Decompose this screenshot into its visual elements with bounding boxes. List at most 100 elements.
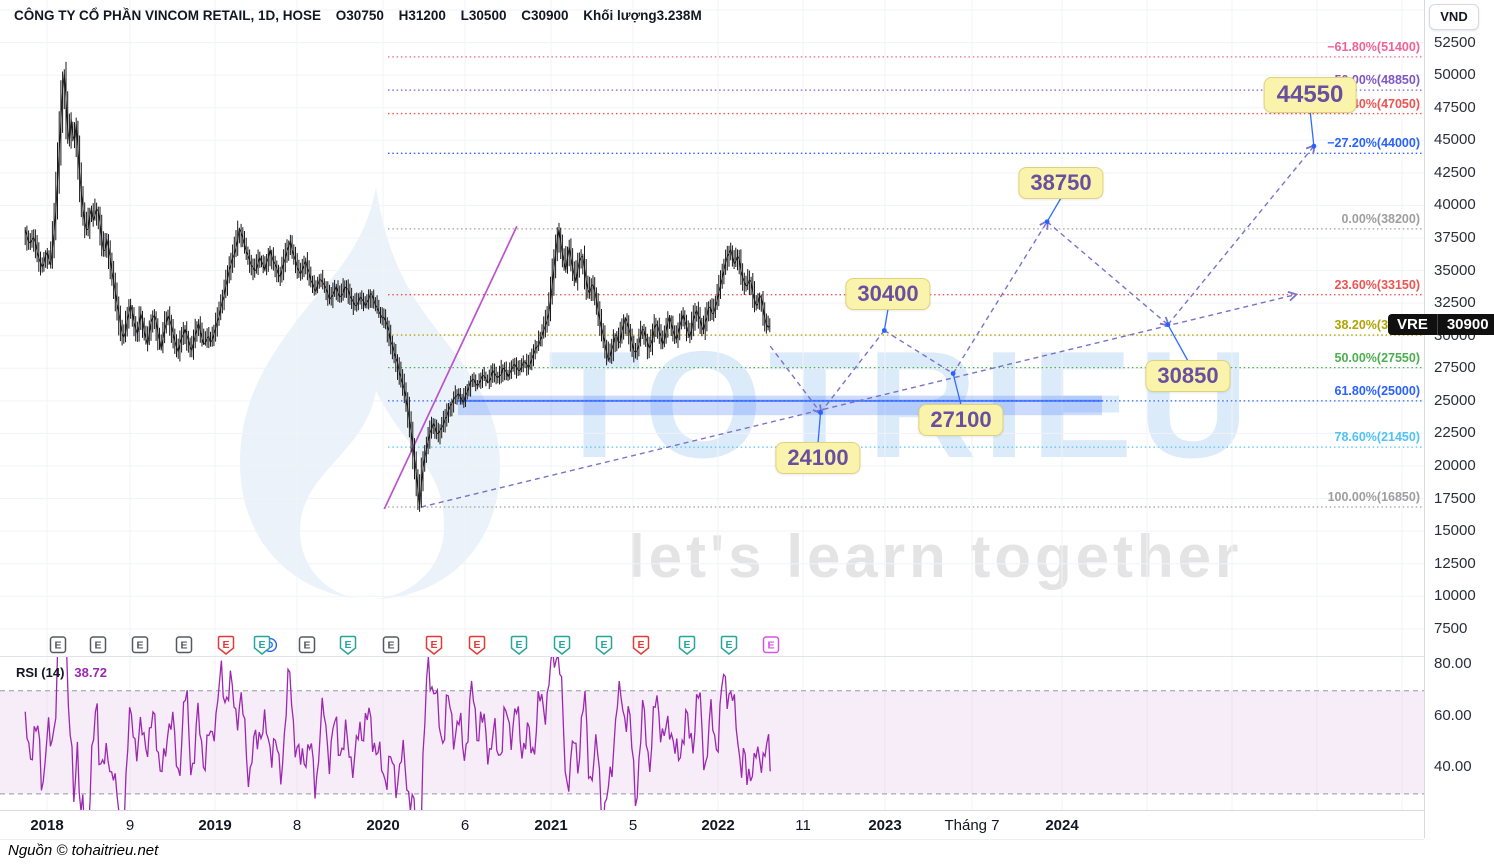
price-axis-label: 35000: [1434, 261, 1476, 279]
earnings-marker[interactable]: E: [175, 635, 193, 655]
svg-text:E: E: [558, 639, 565, 651]
earnings-marker[interactable]: E: [217, 635, 235, 655]
symbol-ohlc-bar: CÔNG TY CỔ PHẦN VINCOM RETAIL, 1D, HOSE …: [14, 8, 713, 23]
fib-level-label: −61.80%(51400): [1327, 39, 1420, 54]
time-axis-label: 11: [795, 817, 811, 834]
price-axis-label: 27500: [1434, 359, 1476, 377]
rsi-axis-label: 80.00: [1434, 655, 1472, 672]
time-axis-label: 2023: [868, 817, 902, 834]
svg-text:E: E: [54, 640, 61, 652]
price-axis-label: 42500: [1434, 163, 1476, 181]
earnings-marker[interactable]: E: [632, 635, 650, 655]
open-value: O30750: [335, 8, 384, 23]
time-axis-label: 6: [460, 817, 470, 834]
price-axis-label: 47500: [1434, 98, 1476, 116]
earnings-marker[interactable]: E: [595, 635, 613, 655]
earnings-marker[interactable]: E: [553, 635, 571, 655]
high-value: H31200: [398, 8, 446, 23]
earnings-marker[interactable]: E: [720, 635, 738, 655]
time-axis[interactable]: 2018 9 2019 8 2020 6 2021 5 2022 11 2023 Tháng 7 202…: [0, 810, 1424, 840]
fib-level-label: 61.80%(25000): [1334, 383, 1420, 398]
badge-divider: [1436, 314, 1438, 335]
fib-level-label: 100.00%(16850): [1327, 490, 1420, 505]
earnings-marker[interactable]: E: [425, 635, 443, 655]
svg-text:E: E: [473, 639, 480, 651]
time-axis-label: 9: [125, 817, 135, 834]
svg-text:E: E: [258, 639, 265, 651]
svg-text:E: E: [344, 639, 351, 651]
rsi-pane[interactable]: [0, 656, 1424, 810]
time-axis-label: 2019: [198, 817, 232, 834]
rsi-axis-label: 40.00: [1434, 758, 1472, 776]
rsi-indicator-label[interactable]: RSI (14): [16, 665, 65, 680]
low-value: L30500: [460, 8, 507, 23]
svg-text:E: E: [515, 639, 522, 651]
badge-price: 30900: [1446, 316, 1489, 333]
time-axis-label: 8: [292, 817, 302, 834]
price-target-label[interactable]: 44550: [1263, 77, 1357, 113]
rsi-header: RSI (14) 38.72: [16, 665, 107, 680]
fib-level-label: 23.60%(33150): [1334, 277, 1420, 292]
source-credit: Nguồn © tohaitrieu.net: [8, 842, 159, 859]
badge-symbol: VRE: [1397, 316, 1428, 333]
symbol-title: CÔNG TY CỔ PHẦN VINCOM RETAIL, 1D, HOSE: [14, 8, 322, 23]
volume-value: Khối lượng3.238M: [583, 8, 702, 23]
earnings-marker[interactable]: E: [49, 635, 67, 655]
price-axis-label: 15000: [1434, 522, 1476, 540]
price-target-label[interactable]: 27100: [918, 404, 1004, 436]
time-axis-label: 2020: [366, 817, 400, 834]
svg-text:E: E: [94, 640, 101, 652]
svg-text:E: E: [180, 640, 187, 652]
time-axis-label: 2018: [30, 817, 64, 834]
time-axis-label: Tháng 7: [944, 817, 1000, 834]
time-axis-label: 2022: [701, 817, 735, 834]
svg-text:E: E: [303, 640, 310, 652]
price-axis-label: 37500: [1434, 228, 1476, 246]
price-axis-label: 45000: [1434, 131, 1476, 149]
time-axis-label: 2024: [1045, 817, 1079, 834]
svg-text:E: E: [767, 640, 774, 652]
earnings-marker[interactable]: E: [131, 635, 149, 655]
price-axis-label: 25000: [1434, 391, 1476, 409]
price-axis-label: 7500: [1434, 619, 1468, 637]
earnings-marker[interactable]: E: [339, 635, 357, 655]
svg-text:E: E: [600, 639, 607, 651]
price-axis-label: 50000: [1434, 66, 1476, 84]
time-axis-label: 2021: [534, 817, 568, 834]
price-axis-label: 17500: [1434, 489, 1476, 507]
price-axis-label: 32500: [1434, 294, 1476, 312]
earnings-marker[interactable]: E: [678, 635, 696, 655]
earnings-marker[interactable]: E: [510, 635, 528, 655]
close-value: C30900: [521, 8, 569, 23]
svg-text:E: E: [637, 639, 644, 651]
earnings-marker[interactable]: E: [382, 635, 400, 655]
svg-text:E: E: [222, 639, 229, 651]
price-target-label[interactable]: 24100: [775, 442, 861, 474]
price-target-label[interactable]: 38750: [1018, 167, 1104, 199]
price-axis[interactable]: 5500052500500004750045000425004000037500…: [1424, 0, 1494, 838]
price-target-label[interactable]: 30400: [845, 278, 931, 310]
svg-text:E: E: [136, 640, 143, 652]
svg-text:E: E: [725, 639, 732, 651]
price-axis-label: 52500: [1434, 33, 1476, 51]
fib-level-label: 78.60%(21450): [1334, 430, 1420, 445]
rsi-value: 38.72: [74, 665, 107, 680]
price-target-label[interactable]: 30850: [1145, 360, 1231, 392]
svg-text:E: E: [683, 639, 690, 651]
earnings-marker[interactable]: E: [298, 635, 316, 655]
time-axis-label: 5: [628, 817, 638, 834]
price-axis-label: 10000: [1434, 587, 1476, 605]
earnings-marker[interactable]: E: [762, 635, 780, 655]
earnings-marker[interactable]: E: [468, 635, 486, 655]
price-axis-label: 40000: [1434, 196, 1476, 214]
fib-level-label: 0.00%(38200): [1341, 211, 1420, 226]
last-price-badge: VRE 30900: [1388, 314, 1494, 335]
earnings-marker[interactable]: E: [89, 635, 107, 655]
currency-toggle-button[interactable]: VND: [1429, 4, 1479, 30]
earnings-dividend-marker[interactable]: DE: [253, 635, 278, 655]
fib-level-label: −27.20%(44000): [1327, 136, 1420, 151]
fib-level-label: 50.00%(27550): [1334, 350, 1420, 365]
price-chart-pane[interactable]: [0, 0, 1424, 656]
price-axis-label: 22500: [1434, 424, 1476, 442]
